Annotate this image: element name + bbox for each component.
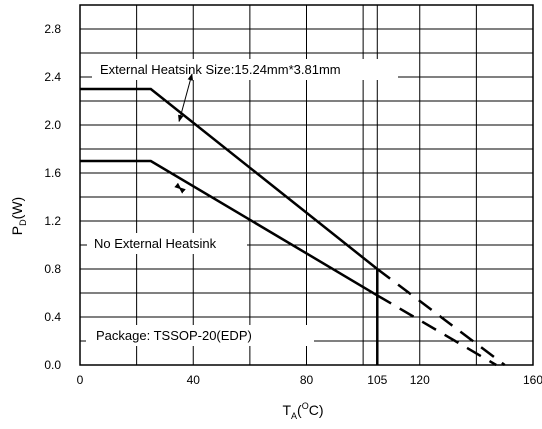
annotation-background <box>87 233 247 254</box>
x-tick-label: 0 <box>77 373 84 387</box>
y-tick-label: 2.0 <box>44 118 61 132</box>
x-axis-label: TA(OC) <box>282 401 323 421</box>
y-tick-labels: 0.0 0.4 0.8 1.2 1.6 2.0 2.4 2.8 <box>44 22 61 372</box>
annotation-background <box>92 59 398 80</box>
annotation-noext: No External Heatsink <box>94 236 217 251</box>
series-dashed-1 <box>376 268 506 366</box>
y-tick-label: 0.4 <box>44 310 61 324</box>
annotation-pkg: Package: TSSOP-20(EDP) <box>96 328 252 343</box>
x-tick-label: 105 <box>367 373 387 387</box>
series-line-2 <box>80 159 378 297</box>
series-lines <box>80 87 506 367</box>
x-tick-label: 120 <box>410 373 430 387</box>
plot-frame <box>79 4 534 366</box>
annotation-ext: External Heatsink Size:15.24mm*3.81mm <box>100 62 341 77</box>
y-axis-label: PD(W) <box>9 197 28 235</box>
annotation-arrow-noext <box>174 182 186 194</box>
series-line-1 <box>80 87 379 270</box>
y-tick-label: 1.6 <box>44 166 61 180</box>
series-dashed-2 <box>376 294 497 367</box>
y-tick-label: 2.4 <box>44 70 61 84</box>
annotations: External Heatsink Size:15.24mm*3.81mm No … <box>86 59 398 346</box>
x-tick-label: 160 <box>523 373 542 387</box>
x-tick-label: 80 <box>300 373 314 387</box>
y-tick-label: 2.8 <box>44 22 61 36</box>
x-tick-labels: 0 40 80 105 120 160 <box>77 373 542 387</box>
x-tick-label: 40 <box>187 373 201 387</box>
y-tick-label: 1.2 <box>44 214 61 228</box>
annotation-arrow-ext <box>178 73 194 123</box>
y-tick-label: 0.8 <box>44 262 61 276</box>
y-tick-label: 0.0 <box>44 358 61 372</box>
annotation-background <box>86 325 314 346</box>
grid-lines <box>80 5 533 365</box>
